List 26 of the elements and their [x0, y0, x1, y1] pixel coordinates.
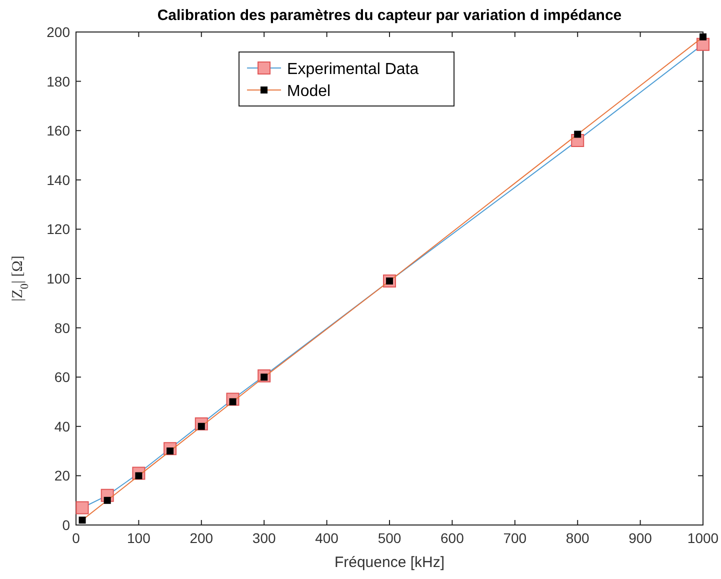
x-tick-label: 800: [566, 530, 590, 546]
legend-label: Model: [287, 83, 331, 100]
y-tick-label: 20: [54, 468, 70, 484]
y-tick-label: 40: [54, 418, 70, 434]
x-tick-label: 500: [378, 530, 402, 546]
chart-title: Calibration des paramètres du capteur par variation d impédance: [157, 7, 622, 24]
y-tick-label: 0: [62, 517, 70, 533]
y-tick-label: 180: [46, 73, 70, 90]
y-tick-label: 60: [54, 369, 70, 386]
x-tick-label: 700: [503, 530, 527, 546]
x-tick-label: 100: [127, 530, 151, 546]
x-tick-label: 900: [628, 530, 652, 546]
x-tick-label: 200: [190, 530, 214, 546]
x-axis-title: Fréquence [kHz]: [334, 554, 445, 571]
y-tick-label: 160: [46, 122, 70, 139]
y-tick-label: 120: [46, 221, 70, 238]
x-tick-label: 600: [440, 530, 464, 546]
y-tick-label: 80: [54, 320, 70, 336]
x-tick-label: 1000: [687, 530, 719, 546]
x-tick-label: 0: [72, 530, 80, 546]
y-tick-label: 200: [46, 24, 70, 40]
y-tick-label: 140: [46, 172, 70, 188]
x-tick-label: 300: [252, 530, 276, 546]
legend-label: Experimental Data: [287, 61, 419, 78]
x-tick-label: 400: [315, 530, 339, 546]
y-tick-label: 100: [46, 270, 70, 286]
